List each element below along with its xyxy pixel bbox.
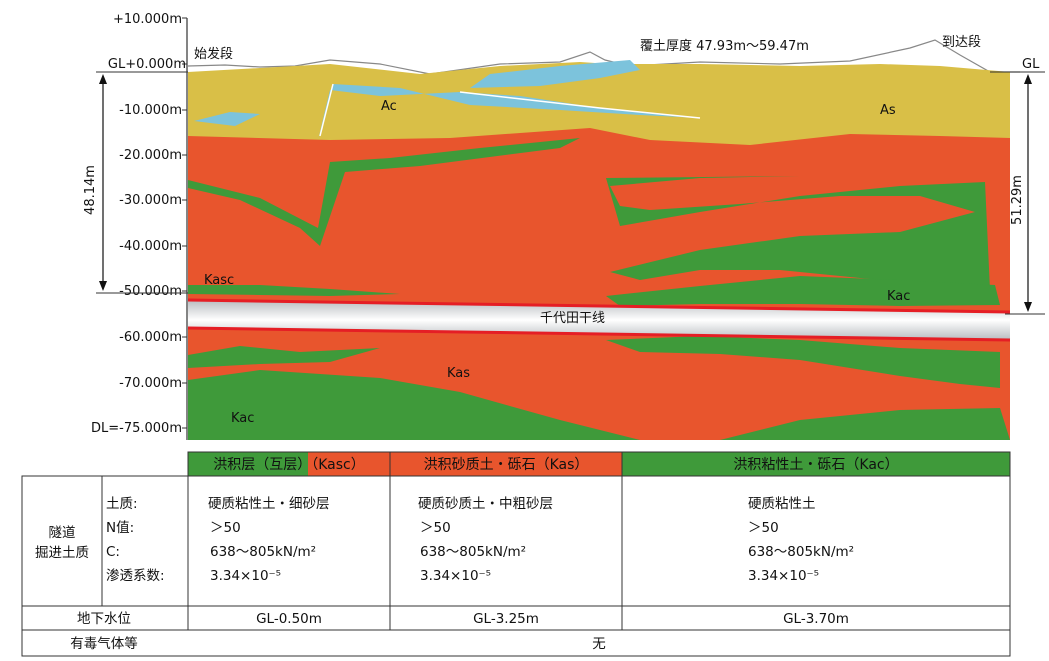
- groundwater-kac: GL-3.70m: [783, 611, 849, 627]
- cover-thickness-label: 覆土厚度 47.93m～59.47m: [640, 38, 809, 54]
- layer-label-ac: Ac: [381, 99, 397, 114]
- layer-kas: [188, 128, 1010, 440]
- kas-perm: 3.34×10⁻⁵: [420, 568, 491, 584]
- kas-n: ＞50: [420, 520, 451, 536]
- layer-kac-bottom-right: [720, 408, 1010, 440]
- header-kas: 洪积砂质土・砾石（Kas）: [424, 457, 589, 473]
- kasc-soil: 硬质粘性土・细砂层: [208, 496, 330, 512]
- layer-label-kasc: Kasc: [204, 273, 234, 288]
- elev-label-1: GL+0.000m: [108, 57, 186, 72]
- layer-label-kac-bottom: Kac: [231, 411, 254, 426]
- layer-kasc-band: [188, 285, 400, 296]
- layer-kac-bottom: [188, 370, 640, 440]
- soil-table: 洪积层（互层）（Kasc） 洪积砂质土・砾石（Kas） 洪积粘性土・砾石（Kac…: [21, 451, 1011, 657]
- elev-label-0: +10.000m: [113, 12, 182, 27]
- header-kac: 洪积粘性土・砾石（Kac）: [733, 457, 898, 473]
- tunnel-bottom-edge: [187, 326, 1011, 342]
- kasc-n: ＞50: [210, 520, 241, 536]
- gas-value: 无: [592, 636, 606, 652]
- gas-label: 有毒气体等: [70, 635, 138, 652]
- layer-kac-upper-left: [188, 138, 580, 246]
- kac-perm: 3.34×10⁻⁵: [748, 568, 819, 584]
- ac-white-edge: [319, 83, 334, 137]
- layer-label-as: As: [880, 103, 896, 118]
- layer-kac-upper-right: [606, 176, 990, 290]
- kac-n: ＞50: [748, 520, 779, 536]
- elev-label-8: -70.000m: [119, 376, 182, 391]
- elev-label-3: -20.000m: [119, 148, 182, 163]
- tunnel-label: 千代田干线: [540, 311, 605, 326]
- elev-label-5: -40.000m: [119, 239, 182, 254]
- groundwater-kasc: GL-0.50m: [256, 611, 322, 627]
- end-section-label: 到达段: [942, 35, 981, 50]
- layer-kac-lower-left: [188, 346, 380, 368]
- depth-arrow-right: [1024, 74, 1032, 312]
- layer-ac-lens-2: [470, 60, 640, 88]
- groundwater-kas: GL-3.25m: [473, 611, 539, 627]
- layer-label-kas: Kas: [447, 366, 470, 381]
- depth-left-label: 48.14m: [83, 165, 98, 215]
- layer-ac-main: [318, 84, 700, 140]
- depth-right-label: 51.29m: [1010, 175, 1025, 225]
- field-n: N值:: [106, 520, 134, 536]
- kac-soil: 硬质粘性土: [748, 496, 816, 512]
- elev-label-2: -10.000m: [119, 103, 182, 118]
- field-perm: 渗透系数:: [106, 568, 165, 584]
- depth-arrow-left: [99, 74, 107, 291]
- header-kasc: 洪积层（互层）（Kasc）: [213, 457, 365, 473]
- kasc-c: 638～805kN/m²: [210, 544, 316, 560]
- kasc-perm: 3.34×10⁻⁵: [210, 568, 281, 584]
- elev-label-4: -30.000m: [119, 193, 182, 208]
- field-soil: 土质:: [106, 496, 138, 512]
- elevation-ticks: [182, 17, 187, 429]
- layer-label-kac-right: Kac: [887, 289, 910, 304]
- layer-ac-lens-1: [194, 112, 260, 126]
- start-section-label: 始发段: [194, 46, 233, 62]
- kac-c: 638～805kN/m²: [748, 544, 854, 560]
- elev-label-6: -50.000m: [119, 284, 182, 299]
- ground-surface-line: [187, 39, 1020, 75]
- row-title-line1: 隧道: [49, 525, 76, 541]
- layer-kac-right-band: [606, 276, 1000, 306]
- kas-soil: 硬质砂质土・中粗砂层: [418, 496, 553, 512]
- row-title-line2: 掘进土质: [35, 545, 89, 561]
- tunnel-top-edge: [187, 298, 1011, 314]
- layer-kac-lower-right: [606, 336, 1000, 388]
- groundwater-label: 地下水位: [77, 611, 131, 627]
- elev-label-9: DL=-75.000m: [91, 421, 182, 436]
- elev-label-7: -60.000m: [119, 330, 182, 345]
- field-c: C:: [106, 544, 120, 560]
- kas-c: 638～805kN/m²: [420, 544, 526, 560]
- ac-white-edge-2: [459, 91, 701, 119]
- header-kas-bg: [389, 451, 623, 477]
- gl-right-label: GL: [1022, 57, 1040, 72]
